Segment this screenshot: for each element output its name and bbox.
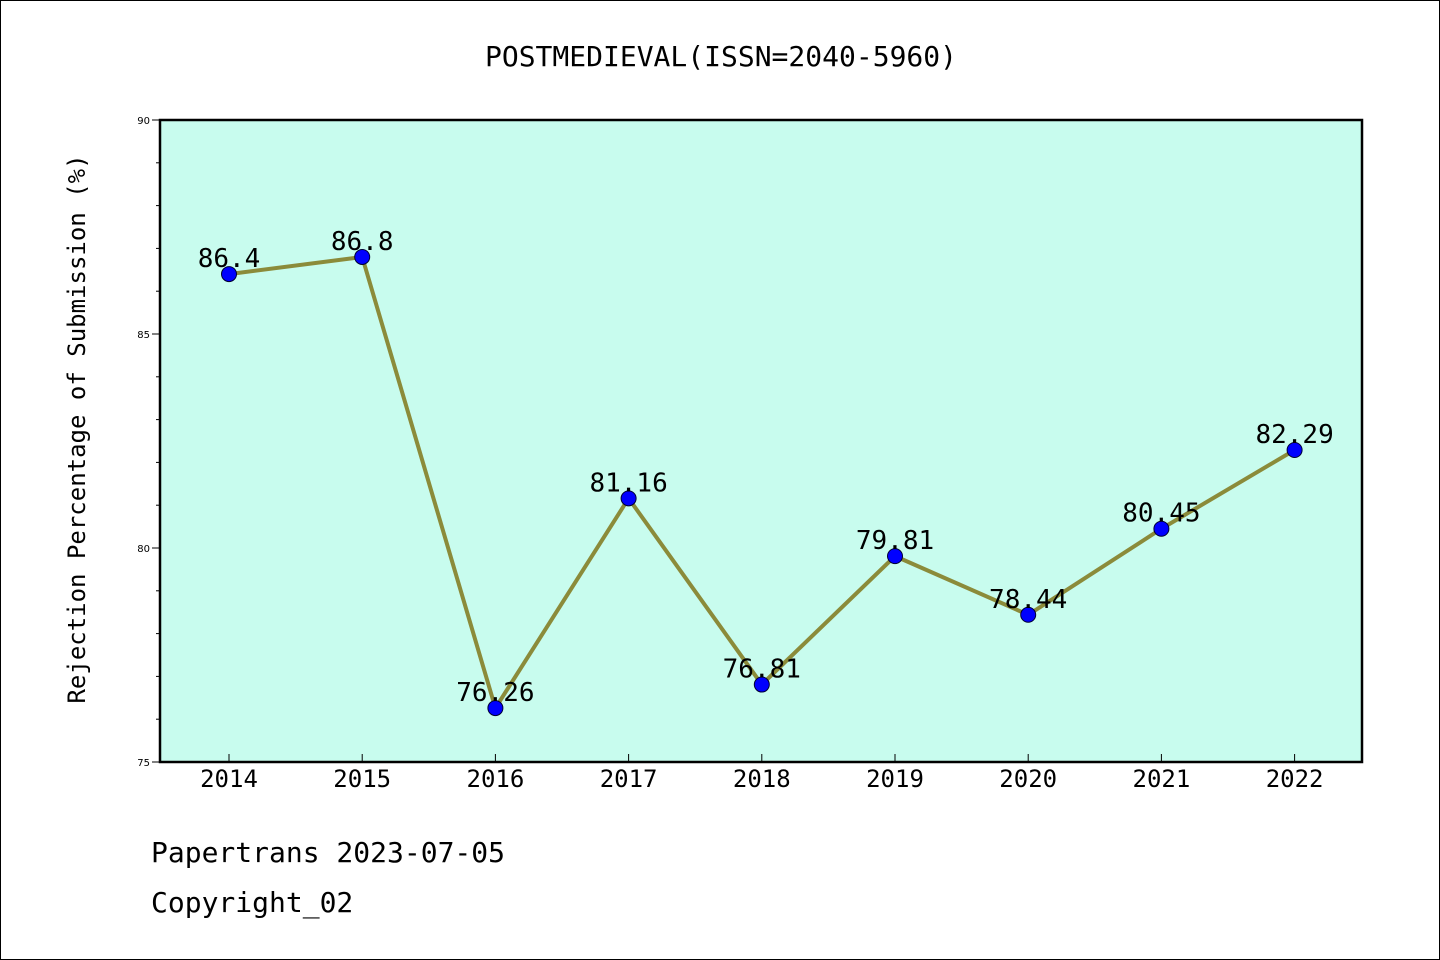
data-point [620,490,637,507]
y-tick-label: 80 [137,544,150,555]
x-tick-label: 2016 [467,765,525,793]
x-tick-label: 2014 [200,765,258,793]
x-tick-label: 2020 [999,765,1057,793]
x-tick-label: 2022 [1266,765,1324,793]
data-point [1020,606,1037,623]
data-label: 76.26 [456,678,534,708]
chart-title: POSTMEDIEVAL(ISSN=2040-5960) [485,40,957,73]
data-label: 79.81 [856,526,934,556]
data-label: 82.29 [1255,420,1333,450]
data-point [221,266,237,283]
data-label: 86.4 [198,244,261,274]
data-point [1286,441,1303,458]
data-point [354,248,371,265]
y-tick-label: 85 [137,330,150,341]
footer-copyright-text: Copyright_02 [151,886,354,919]
data-point [887,548,903,565]
data-label: 86.8 [331,227,394,257]
data-label: 81.16 [589,468,667,498]
y-axis-label: Rejection Percentage of Submission (%) [63,154,91,703]
x-tick-label: 2019 [866,765,924,793]
x-tick-label: 2018 [733,765,791,793]
footer-date-text: Papertrans 2023-07-05 [151,836,506,869]
data-point [487,700,504,717]
x-tick-label: 2015 [333,765,391,793]
plot-frame [158,118,1364,764]
data-label: 76.81 [723,655,801,685]
data-label: 78.44 [989,585,1067,615]
plot-area [160,120,1362,762]
data-point [753,676,770,693]
y-tick-label: 75 [137,758,150,769]
y-tick-label: 90 [137,116,150,127]
x-tick-label: 2017 [600,765,658,793]
data-label: 80.45 [1122,499,1200,529]
data-point [1153,520,1170,537]
x-tick-label: 2021 [1133,765,1191,793]
